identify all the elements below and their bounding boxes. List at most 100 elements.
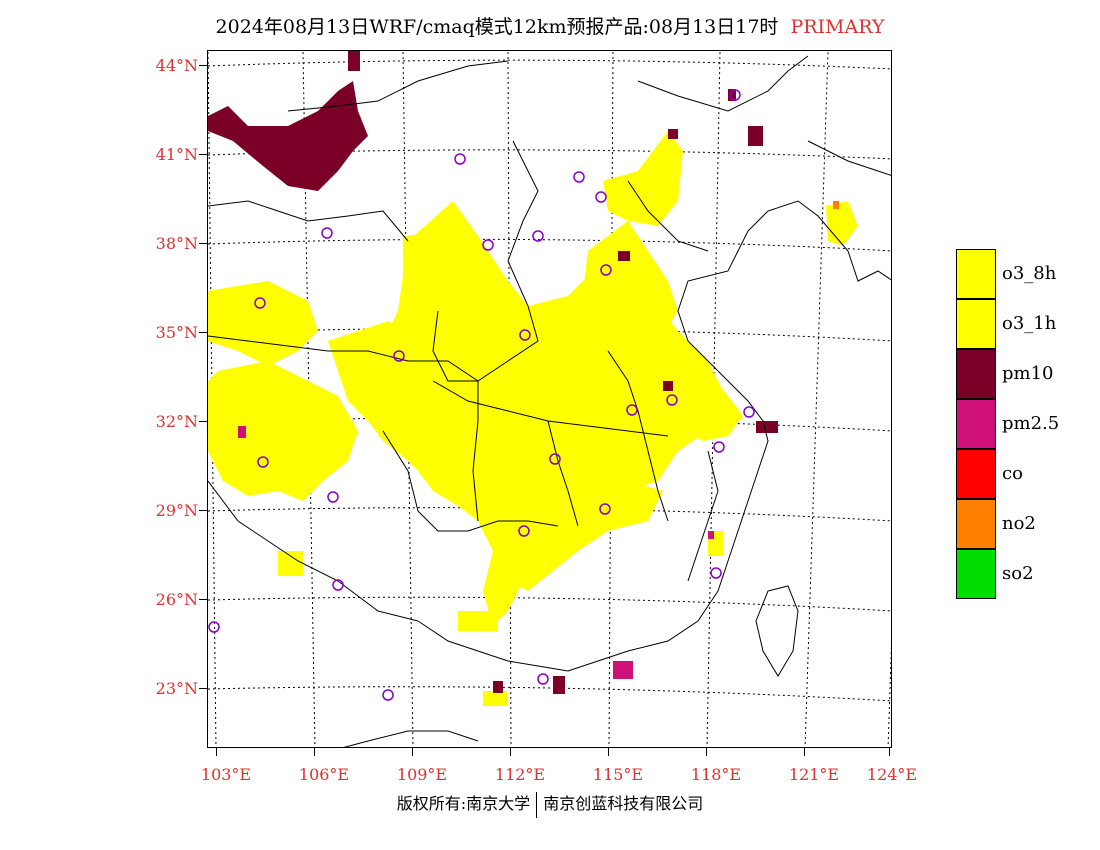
pm25-spot [238, 426, 246, 438]
legend-swatch [956, 399, 996, 449]
station-marker [519, 329, 531, 341]
pm10-spot [748, 126, 763, 146]
lon-tick [804, 748, 805, 756]
boundary-line [687, 450, 719, 582]
pm10-spot [668, 129, 678, 139]
station-marker [573, 171, 585, 183]
station-marker [626, 404, 638, 416]
parallel-44n [208, 59, 891, 70]
lat-label-32n: 32°N [155, 412, 198, 431]
legend-swatch [956, 249, 996, 299]
lon-label-103e: 103°E [200, 765, 252, 784]
boundary-line [287, 60, 509, 112]
map-canvas [208, 51, 891, 747]
pm10-spot [493, 681, 503, 693]
boundary-line [208, 200, 409, 242]
lon-label-109e: 109°E [396, 765, 448, 784]
ozone-north [603, 131, 683, 226]
station-marker [518, 525, 530, 537]
coastline-taiwan [755, 585, 799, 677]
lat-label-23n: 23°N [155, 679, 198, 698]
station-marker [595, 191, 607, 203]
legend-label: o3_8h [1002, 263, 1057, 284]
lat-label-38n: 38°N [155, 234, 198, 253]
lat-tick [199, 421, 207, 422]
station-marker [549, 453, 561, 465]
station-marker [382, 689, 394, 701]
copyright-footer: 版权所有:南京大学 南京创蓝科技有限公司 [0, 790, 1100, 818]
lon-tick [314, 748, 315, 756]
footer-divider [536, 791, 538, 818]
coastline [627, 200, 891, 652]
no2-spot [833, 201, 839, 209]
boundary-line [547, 420, 579, 527]
lat-tick [199, 599, 207, 600]
ozone-guangxi [458, 611, 498, 631]
lat-tick [199, 243, 207, 244]
station-marker [257, 456, 269, 468]
boundary-line [472, 381, 479, 522]
station-marker [729, 89, 741, 101]
legend-label: so2 [1002, 563, 1034, 584]
station-marker [666, 394, 678, 406]
parallel-38n [208, 238, 891, 252]
station-marker [332, 579, 344, 591]
pm10-spot [553, 676, 565, 694]
meridian-115e [608, 51, 614, 747]
lat-label-29n: 29°N [155, 501, 198, 520]
boundaries [208, 55, 891, 747]
lat-label-44n: 44°N [155, 56, 198, 75]
lon-tick [706, 748, 707, 756]
station-marker [482, 239, 494, 251]
ozone-guizhou [278, 551, 303, 576]
lat-label-35n: 35°N [155, 323, 198, 342]
boundary-line [382, 430, 559, 532]
boundary-line [627, 180, 709, 252]
legend-swatch [956, 349, 996, 399]
legend-label: pm2.5 [1002, 413, 1060, 434]
station-marker [743, 406, 755, 418]
lon-label-124e: 124°E [866, 765, 918, 784]
legend-label: o3_1h [1002, 313, 1057, 334]
pm10-spot [728, 89, 736, 101]
ozone-jiangsu [648, 341, 743, 441]
boundary-line [417, 620, 629, 672]
boundary-line [637, 55, 809, 112]
station-marker [208, 621, 220, 633]
legend-label: co [1002, 463, 1023, 484]
parallel-23n [208, 686, 891, 702]
legend-label: no2 [1002, 513, 1036, 534]
legend-swatch [956, 449, 996, 499]
lat-tick [199, 154, 207, 155]
ozone-gansu [403, 231, 463, 296]
lat-tick [199, 65, 207, 66]
pm10-spot [663, 381, 673, 391]
pm10-spot [618, 251, 630, 261]
pm10-spot [348, 51, 360, 71]
lat-label-41n: 41°N [155, 145, 198, 164]
meridian-118e [706, 51, 721, 747]
station-marker [532, 230, 544, 242]
station-marker [454, 153, 466, 165]
lon-label-118e: 118°E [690, 765, 742, 784]
lon-label-106e: 106°E [298, 765, 350, 784]
ozone-sichuan-basin [208, 361, 358, 501]
legend-swatch [956, 499, 996, 549]
pm10-spot [756, 421, 778, 433]
ozone-areas [208, 131, 858, 706]
ozone-shaanxi [328, 321, 438, 401]
lon-label-121e: 121°E [788, 765, 840, 784]
station-marker [537, 673, 549, 685]
pm25-areas [238, 426, 714, 679]
station-marker [321, 227, 333, 239]
pm25-spot [708, 531, 714, 539]
title-main: 2024年08月13日WRF/cmaq模式12km预报产品:08月13日17时 [215, 16, 779, 38]
lat-tick [199, 510, 207, 511]
station-marker [254, 297, 266, 309]
meridian-112e [507, 51, 512, 747]
pm10-inner-mongolia [208, 81, 368, 191]
station-marker [600, 264, 612, 276]
pm10-areas [208, 51, 778, 694]
station-marker [710, 567, 722, 579]
legend-label: pm10 [1002, 363, 1054, 384]
